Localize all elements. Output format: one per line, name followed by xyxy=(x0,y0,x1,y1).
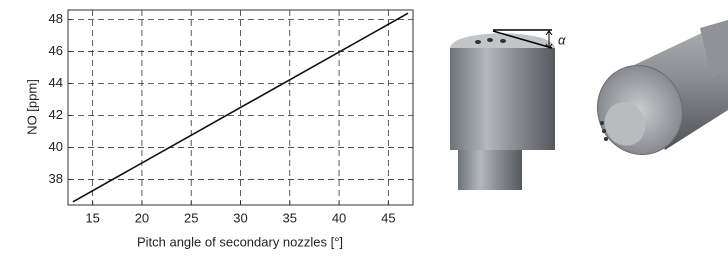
y-tick-label: 44 xyxy=(49,75,63,90)
y-tick-label: 42 xyxy=(49,107,63,122)
y-axis-label: NO [ppm] xyxy=(24,79,39,135)
x-axis-label: Pitch angle of secondary nozzles [°] xyxy=(137,234,343,249)
figure: 15 20 25 30 35 40 45 38 40 42 44 46 48 NO [ppm] Pitc… xyxy=(0,0,728,255)
x-tick-label: 25 xyxy=(184,210,198,225)
nozzle-perspective-view xyxy=(583,20,728,169)
nozzle-side-view xyxy=(450,30,555,190)
x-tick-label: 40 xyxy=(332,210,346,225)
x-tick-label: 45 xyxy=(381,210,395,225)
x-tick-label: 30 xyxy=(233,210,247,225)
angle-label: α xyxy=(558,32,566,47)
plot: 15 20 25 30 35 40 45 38 40 42 44 46 48 xyxy=(49,10,413,225)
y-tick-label: 40 xyxy=(49,139,63,154)
page: 15 20 25 30 35 40 45 38 40 42 44 46 48 NO [ppm] Pitc… xyxy=(0,0,728,260)
y-tick-label: 46 xyxy=(49,43,63,58)
x-tick-label: 35 xyxy=(283,210,297,225)
y-tick-label: 38 xyxy=(49,171,63,186)
y-tick-label: 48 xyxy=(49,11,63,26)
x-tick-label: 15 xyxy=(85,210,99,225)
x-tick-label: 20 xyxy=(135,210,149,225)
